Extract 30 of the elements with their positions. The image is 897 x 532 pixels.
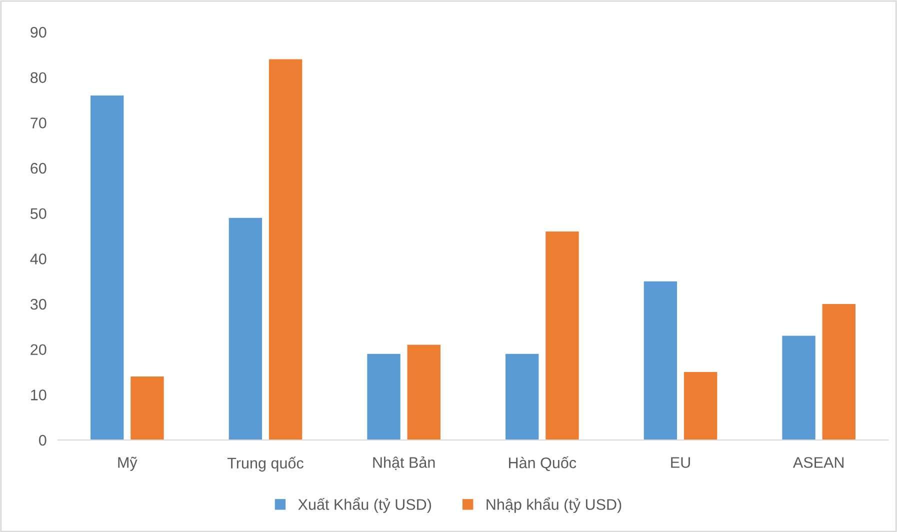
bar [822,304,856,440]
y-tick-label: 90 [30,26,46,38]
x-tick-label: Hàn Quốc [509,456,576,472]
x-tick-label: ASEAN [792,457,844,468]
x-tick-label: Trung quốc [227,456,304,472]
bar [228,218,262,440]
legend-label: Nhập khẩu (tỷ USD) [486,497,622,513]
y-tick-label: 30 [30,298,46,310]
x-tick-label: Mỹ [118,456,138,471]
legend-label: Xuất Khẩu (tỷ USD) [298,497,432,513]
y-tick-label: 50 [30,208,46,220]
bar [407,344,440,440]
bar [644,281,678,440]
bar [782,336,816,440]
y-tick-label: 70 [30,118,46,128]
bar [367,354,400,440]
y-tick-label: 40 [30,254,46,264]
y-tick-label: 20 [30,344,46,356]
bar [90,95,124,440]
y-tick-label: 0 [38,434,46,446]
y-tick-label: 10 [31,390,46,400]
bar [130,376,164,440]
x-tick-label: Nhật Bản [373,456,435,470]
bar [684,372,718,440]
x-tick-label: EU [671,457,690,468]
bar [506,354,539,440]
bar [546,231,579,440]
bar [268,59,302,440]
y-tick-label: 80 [30,72,46,84]
y-tick-label: 60 [30,162,46,174]
